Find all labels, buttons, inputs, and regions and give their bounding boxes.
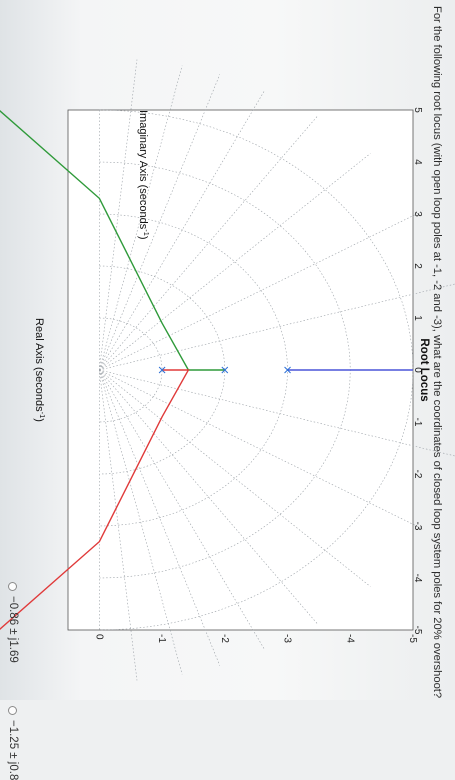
damping-ray	[99, 369, 221, 666]
real-tick-label: -2	[219, 634, 230, 643]
locus-branch-2	[0, 369, 190, 631]
imag-tick-label: 0	[412, 367, 423, 373]
damping-ray	[99, 74, 221, 371]
imag-tick-label: -5	[412, 626, 423, 635]
real-tick-label: -3	[282, 634, 293, 643]
damping-ray	[99, 210, 424, 371]
locus-branches	[0, 109, 413, 631]
pole-marker-1	[221, 366, 229, 374]
natural-frequency-arc	[99, 109, 414, 631]
damping-ray	[99, 282, 455, 371]
imag-tick-label: 3	[412, 211, 423, 217]
natural-frequency-arc	[99, 317, 163, 423]
x-axis-label: Real Axis (seconds-1)	[33, 318, 48, 422]
real-tick-label: -1	[156, 634, 167, 643]
damping-ray	[99, 65, 183, 371]
imag-tick-label: -1	[412, 418, 423, 427]
pole-marker-2	[284, 366, 291, 374]
option-b-radio[interactable]	[8, 706, 18, 715]
root-locus-figure: 5 4 3 2 1 0 -1 -2 -3 -4 -5-5 -4 -3 -2 -1 0 Root Locus R…	[0, 59, 455, 681]
imag-tick-label: 5	[412, 107, 423, 113]
chart-title: Root Locus	[418, 338, 430, 401]
imag-tick-label: -4	[412, 574, 423, 583]
axis-ticks: 5 4 3 2 1 0 -1 -2 -3 -4 -5-5 -4 -3 -2 -1 0	[93, 107, 423, 643]
option-a[interactable]: −0.86 ± j1.69	[7, 582, 19, 663]
imag-tick-label: 4	[412, 159, 423, 165]
option-b-label: −1.25 ± j0.8	[7, 720, 19, 780]
option-a-radio[interactable]	[8, 582, 18, 591]
option-b[interactable]: −1.25 ± j0.8	[7, 706, 19, 780]
imag-tick-label: -2	[412, 470, 423, 479]
y-axis-label: Imaginary Axis (seconds-1)	[137, 110, 152, 240]
pole-marker-0	[158, 366, 166, 374]
real-tick-label: -5	[407, 634, 418, 643]
imag-tick-label: 2	[412, 263, 423, 269]
real-tick-label: -4	[344, 634, 355, 643]
locus-branch-1	[0, 109, 225, 371]
real-tick-label: 0	[93, 634, 104, 640]
imag-tick-label: -3	[412, 522, 423, 531]
damping-ray	[99, 369, 424, 530]
option-a-label: −0.86 ± j1.69	[7, 596, 19, 663]
open-loop-poles	[158, 366, 291, 374]
imag-tick-label: 1	[412, 315, 423, 321]
